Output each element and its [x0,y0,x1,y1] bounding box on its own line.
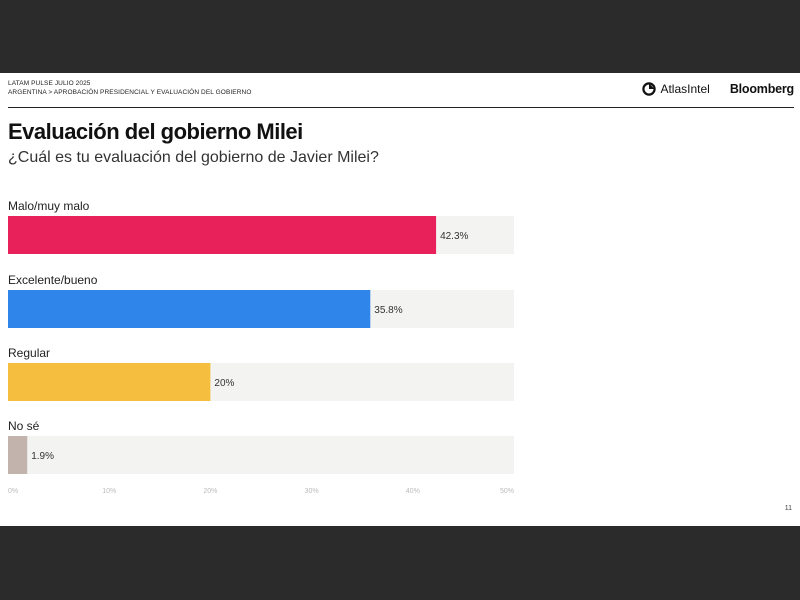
category-label-malo-muy-malo: Malo/muy malo [8,199,90,213]
atlasintel-logo: AtlasIntel [642,82,710,96]
report-header: LATAM PULSE JULIO 2025 ARGENTINA > APROB… [8,79,251,97]
report-series-label: LATAM PULSE JULIO 2025 [8,80,91,87]
x-tick-label: 0% [8,488,18,495]
bar-no-se [8,436,28,474]
page-number: 11 [784,505,792,512]
bar-track-no-se [8,436,514,474]
bar-malo-muy-malo [8,216,437,254]
value-label-malo-muy-malo: 42.3% [440,231,468,242]
value-label-regular: 20% [214,378,234,389]
bar-chart: Malo/muy malo 42.3% Excelente/bueno 35.8% Re… [8,199,514,495]
chart-title: Evaluación del gobierno Milei [8,119,303,144]
chart-subtitle: ¿Cuál es tu evaluación del gobierno de J… [8,149,379,166]
bar-regular [8,363,211,401]
logo-bar: AtlasIntel Bloomberg [642,79,794,99]
value-label-no-se: 1.9% [31,451,54,462]
x-tick-label: 10% [102,488,116,495]
slide: LATAM PULSE JULIO 2025 ARGENTINA > APROB… [0,73,800,526]
category-label-excelente-bueno: Excelente/bueno [8,273,98,287]
x-tick-label: 50% [500,488,514,495]
x-tick-label: 40% [406,488,420,495]
x-tick-label: 20% [203,488,217,495]
bar-excelente-bueno [8,290,371,328]
header-divider [8,107,794,108]
report-breadcrumb: ARGENTINA > APROBACIÓN PRESIDENCIAL Y EV… [8,89,252,96]
x-tick-label: 30% [305,488,319,495]
atlasintel-mark-icon [642,82,657,96]
value-label-excelente-bueno: 35.8% [374,305,402,316]
bloomberg-logo: Bloomberg [729,82,794,96]
category-label-regular: Regular [8,346,50,360]
category-label-no-se: No sé [8,419,40,433]
atlasintel-wordmark: AtlasIntel [660,82,710,96]
